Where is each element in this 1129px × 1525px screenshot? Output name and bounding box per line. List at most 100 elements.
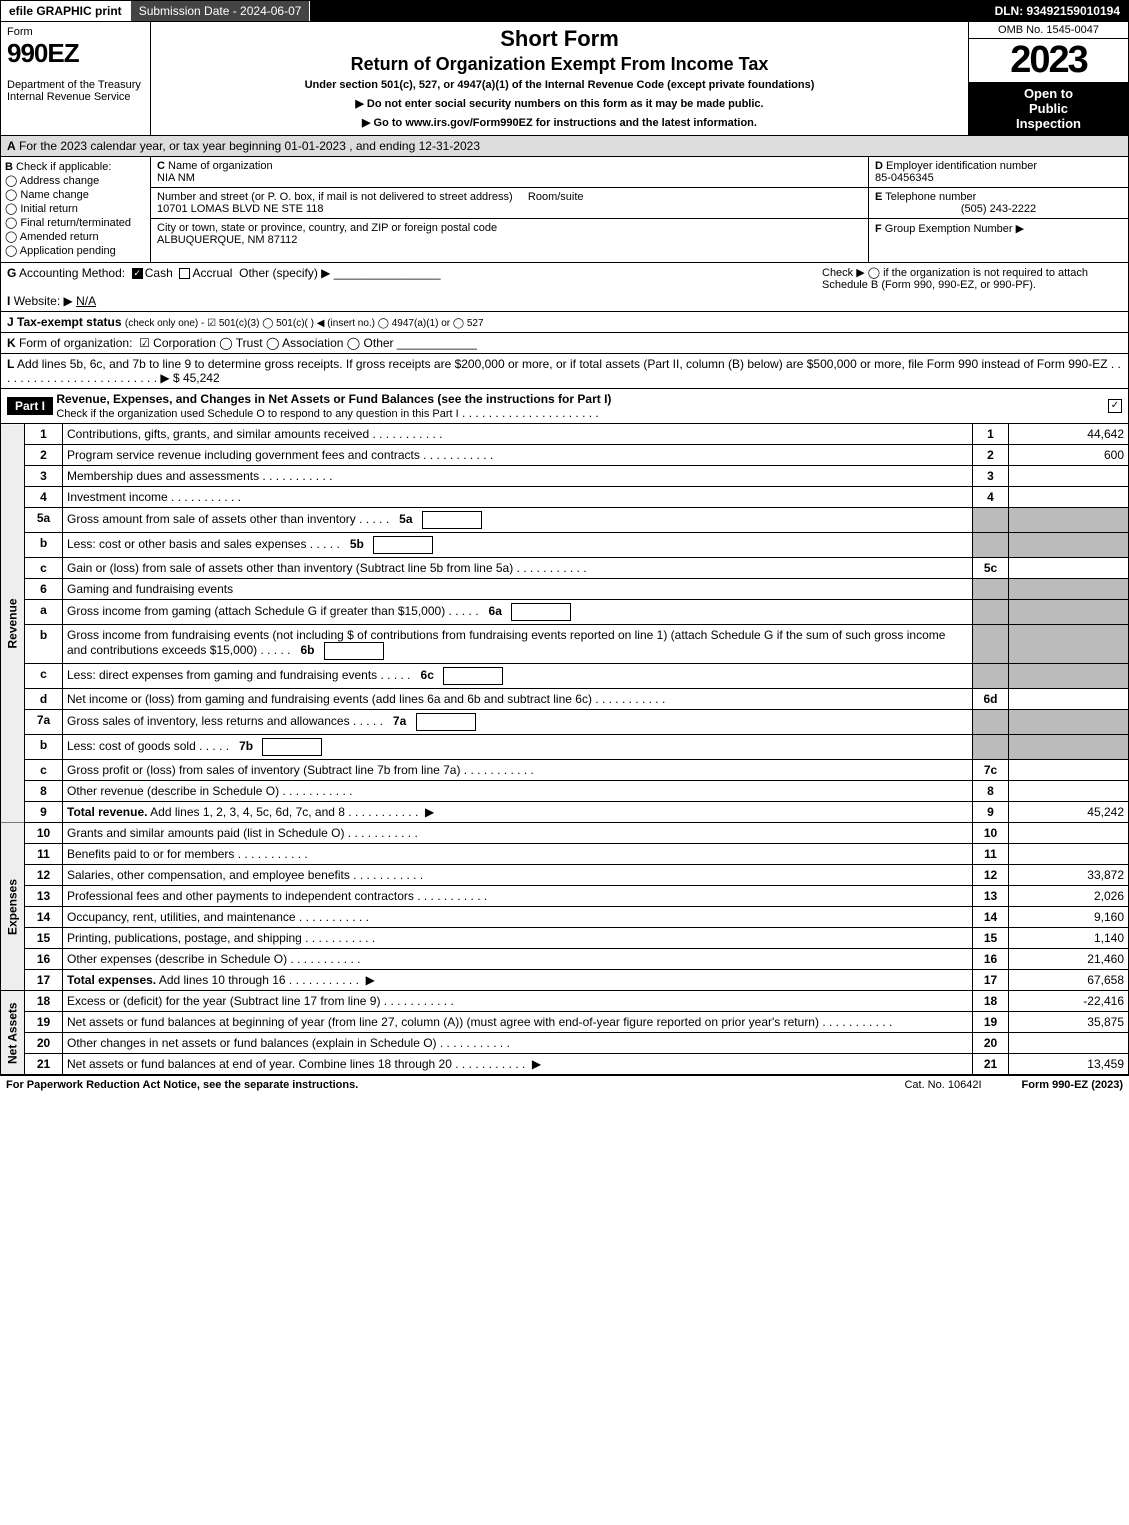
line-amount (1009, 844, 1129, 865)
line-desc: Membership dues and assessments . . . . … (63, 466, 973, 487)
line-16: 16Other expenses (describe in Schedule O… (1, 949, 1129, 970)
line-amount: 2,026 (1009, 886, 1129, 907)
line-desc: Printing, publications, postage, and shi… (63, 928, 973, 949)
line-num: 7a (25, 710, 63, 735)
line-17: 17Total expenses. Add lines 10 through 1… (1, 970, 1129, 991)
line-18: Net Assets18Excess or (deficit) for the … (1, 991, 1129, 1012)
line-21: 21Net assets or fund balances at end of … (1, 1054, 1129, 1075)
line-desc: Occupancy, rent, utilities, and maintena… (63, 907, 973, 928)
section-c: C Name of organizationNIA NM Number and … (151, 157, 868, 262)
goto-link[interactable]: ▶ Go to www.irs.gov/Form990EZ for instru… (155, 116, 964, 129)
line-amount (1009, 1033, 1129, 1054)
line-amount: 35,875 (1009, 1012, 1129, 1033)
line-box: 3 (973, 466, 1009, 487)
chk-name-change[interactable]: ◯ Name change (5, 188, 146, 201)
header-center: Short Form Return of Organization Exempt… (151, 22, 968, 135)
line-a: aGross income from gaming (attach Schedu… (1, 600, 1129, 625)
phone: (505) 243-2222 (875, 203, 1122, 215)
line-desc: Gaming and fundraising events (63, 579, 973, 600)
financial-table: Revenue1Contributions, gifts, grants, an… (0, 424, 1129, 1075)
part1-schedule-o-check[interactable]: ✓ (1108, 399, 1122, 413)
line-amount: 600 (1009, 445, 1129, 466)
section-def: D Employer identification number85-04563… (868, 157, 1128, 262)
dln-label: DLN: 93492159010194 (987, 1, 1128, 21)
line-amount: 67,658 (1009, 970, 1129, 991)
line-box: 10 (973, 823, 1009, 844)
line-b: bLess: cost of goods sold . . . . . 7b (1, 735, 1129, 760)
line-desc: Total revenue. Add lines 1, 2, 3, 4, 5c,… (63, 802, 973, 823)
line-num: 18 (25, 991, 63, 1012)
line-box: 20 (973, 1033, 1009, 1054)
line-box: 8 (973, 781, 1009, 802)
chk-cash[interactable]: ✓ (132, 268, 143, 279)
line-desc: Less: direct expenses from gaming and fu… (63, 664, 973, 689)
paperwork-notice: For Paperwork Reduction Act Notice, see … (6, 1079, 358, 1091)
line-19: 19Net assets or fund balances at beginni… (1, 1012, 1129, 1033)
side-label: Net Assets (1, 991, 25, 1075)
line-desc: Less: cost or other basis and sales expe… (63, 533, 973, 558)
line-num: 17 (25, 970, 63, 991)
line-10: Expenses10Grants and similar amounts pai… (1, 823, 1129, 844)
chk-application-pending[interactable]: ◯ Application pending (5, 244, 146, 257)
chk-amended-return[interactable]: ◯ Amended return (5, 230, 146, 243)
line-box: 4 (973, 487, 1009, 508)
line-desc: Gross income from fundraising events (no… (63, 625, 973, 664)
line-amount (1009, 760, 1129, 781)
line-num: 12 (25, 865, 63, 886)
line-num: d (25, 689, 63, 710)
efile-label[interactable]: efile GRAPHIC print (1, 1, 131, 21)
chk-final-return[interactable]: ◯ Final return/terminated (5, 216, 146, 229)
line-amount: 21,460 (1009, 949, 1129, 970)
line-9: 9Total revenue. Add lines 1, 2, 3, 4, 5c… (1, 802, 1129, 823)
line-20: 20Other changes in net assets or fund ba… (1, 1033, 1129, 1054)
line-box: 17 (973, 970, 1009, 991)
line-desc: Contributions, gifts, grants, and simila… (63, 424, 973, 445)
line-15: 15Printing, publications, postage, and s… (1, 928, 1129, 949)
irs-label: Internal Revenue Service (7, 91, 144, 103)
line-box: 2 (973, 445, 1009, 466)
line-box: 1 (973, 424, 1009, 445)
line-num: 14 (25, 907, 63, 928)
line-num: b (25, 735, 63, 760)
line-5a: 5aGross amount from sale of assets other… (1, 508, 1129, 533)
line-3: 3Membership dues and assessments . . . .… (1, 466, 1129, 487)
line-7a: 7aGross sales of inventory, less returns… (1, 710, 1129, 735)
line-4: 4Investment income . . . . . . . . . . .… (1, 487, 1129, 508)
row-l: L Add lines 5b, 6c, and 7b to line 9 to … (0, 354, 1129, 389)
line-b: bGross income from fundraising events (n… (1, 625, 1129, 664)
chk-accrual[interactable] (179, 268, 190, 279)
row-a: A For the 2023 calendar year, or tax yea… (0, 136, 1129, 157)
line-box: 6d (973, 689, 1009, 710)
line-box: 19 (973, 1012, 1009, 1033)
chk-initial-return[interactable]: ◯ Initial return (5, 202, 146, 215)
line-box: 21 (973, 1054, 1009, 1075)
line-box: 13 (973, 886, 1009, 907)
line-amount: -22,416 (1009, 991, 1129, 1012)
line-desc: Salaries, other compensation, and employ… (63, 865, 973, 886)
tax-year: 2023 (969, 39, 1128, 82)
line-num: 4 (25, 487, 63, 508)
line-b: bLess: cost or other basis and sales exp… (1, 533, 1129, 558)
line-14: 14Occupancy, rent, utilities, and mainte… (1, 907, 1129, 928)
line-num: 15 (25, 928, 63, 949)
part1-badge: Part I (7, 397, 53, 415)
page-footer: For Paperwork Reduction Act Notice, see … (0, 1075, 1129, 1094)
line-desc: Net income or (loss) from gaming and fun… (63, 689, 973, 710)
line-c: cLess: direct expenses from gaming and f… (1, 664, 1129, 689)
line-num: 6 (25, 579, 63, 600)
line-desc: Less: cost of goods sold . . . . . 7b (63, 735, 973, 760)
row-g-h: G Accounting Method: ✓Cash Accrual Other… (0, 263, 1129, 312)
line-amount: 1,140 (1009, 928, 1129, 949)
line-num: 9 (25, 802, 63, 823)
website: N/A (76, 294, 96, 308)
header-right: OMB No. 1545-0047 2023 Open to Public In… (968, 22, 1128, 135)
line-11: 11Benefits paid to or for members . . . … (1, 844, 1129, 865)
line-8: 8Other revenue (describe in Schedule O) … (1, 781, 1129, 802)
line-box: 9 (973, 802, 1009, 823)
side-label: Expenses (1, 823, 25, 991)
line-num: 8 (25, 781, 63, 802)
line-6: 6Gaming and fundraising events (1, 579, 1129, 600)
warning-ssn: ▶ Do not enter social security numbers o… (155, 97, 964, 110)
chk-address-change[interactable]: ◯ Address change (5, 174, 146, 187)
gross-receipts: ▶ $ 45,242 (160, 371, 219, 385)
